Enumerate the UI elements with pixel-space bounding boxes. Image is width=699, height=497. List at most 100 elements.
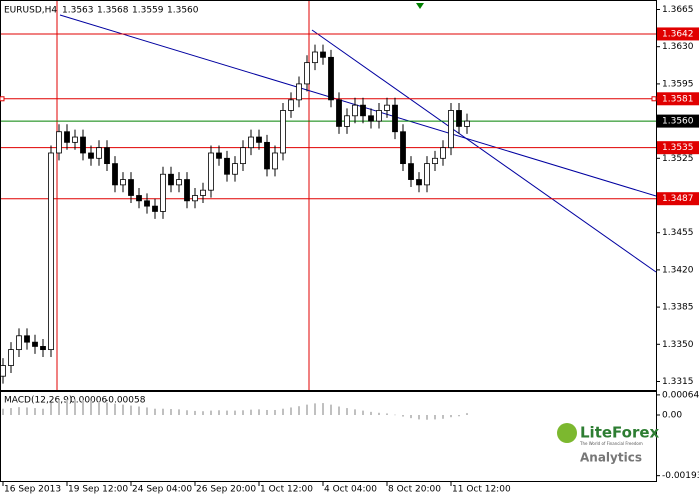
macd-panel — [0, 391, 657, 482]
level-label: 1.3581 — [662, 94, 694, 104]
macd-bar — [58, 399, 60, 415]
macd-bar — [450, 415, 452, 418]
macd-title: MACD(12,26,9) — [4, 396, 72, 406]
candle-body — [328, 56, 334, 101]
y-tick-label: 1.3420 — [662, 265, 694, 275]
candle-body — [248, 136, 254, 149]
candle-body — [240, 147, 246, 165]
candle-body — [40, 346, 46, 351]
macd-bar — [338, 406, 340, 415]
macd-bar — [410, 415, 412, 419]
macd-bar — [50, 402, 52, 415]
macd-bar — [426, 415, 428, 420]
candle-body — [120, 179, 126, 186]
macd-bar — [210, 410, 212, 415]
candle-body — [32, 341, 38, 347]
macd-bar — [186, 410, 188, 415]
candle-body — [456, 110, 462, 127]
macd-bar — [458, 415, 460, 417]
candle-body — [464, 120, 470, 127]
candle-body — [392, 104, 398, 133]
y-tick-label: 1.3665 — [662, 5, 694, 15]
y-tick-label: 1.3385 — [662, 303, 694, 313]
candle-body — [136, 195, 142, 202]
candle-body — [56, 131, 62, 154]
channel-line — [311, 29, 657, 273]
candle-body — [256, 136, 262, 143]
header-value: 1.3559 — [132, 6, 164, 16]
macd-bar — [258, 409, 260, 415]
macd-bar — [466, 413, 468, 415]
macd-bar — [154, 408, 156, 415]
macd-bar — [354, 409, 356, 415]
header-value: 1.3568 — [97, 6, 129, 16]
macd-bar — [18, 407, 20, 415]
macd-bar — [242, 410, 244, 415]
chart-title: EURUSD,H4 — [4, 6, 57, 16]
y-tick-label: 1.3595 — [662, 79, 694, 89]
candle-body — [48, 152, 54, 351]
candle-body — [368, 115, 374, 122]
level-label: 1.3535 — [662, 143, 694, 153]
x-tick-label: 4 Oct 04:00 — [324, 485, 377, 495]
candle-body — [160, 173, 166, 212]
macd-bar — [434, 415, 436, 420]
macd-bar — [74, 399, 76, 415]
macd-bar — [218, 410, 220, 415]
level-label: 1.3487 — [662, 194, 694, 204]
candle-body — [200, 189, 206, 196]
level-label-box — [657, 141, 699, 155]
macd-bar — [2, 408, 4, 415]
candle-body — [24, 335, 30, 343]
candle-body — [288, 99, 294, 111]
macd-bar — [194, 410, 196, 415]
candle-body — [400, 131, 406, 165]
level-label-box — [657, 192, 699, 206]
candle-body — [232, 163, 238, 175]
macd-bar — [34, 408, 36, 415]
macd-bar — [442, 415, 444, 419]
candle-body — [72, 136, 78, 143]
macd-bar — [418, 415, 420, 420]
x-tick-label: 26 Sep 20:00 — [196, 485, 256, 495]
macd-bar — [370, 411, 372, 415]
candle-body — [176, 179, 182, 186]
macd-bar — [82, 399, 84, 415]
macd-bar — [114, 403, 116, 415]
candle-body — [312, 51, 318, 64]
macd-bar — [346, 408, 348, 415]
macd-bar — [26, 407, 28, 415]
x-tick-label: 1 Oct 12:00 — [260, 485, 313, 495]
candle-body — [408, 163, 414, 180]
candle-body — [360, 104, 366, 117]
level-label-box — [657, 92, 699, 106]
candle-body — [440, 147, 446, 159]
macd-bar — [402, 415, 404, 417]
candle-body — [352, 104, 358, 117]
macd-bar — [90, 400, 92, 415]
macd-bar — [10, 408, 12, 415]
macd-tick-label: -0.00193 — [662, 471, 699, 481]
price-label: 1.3560 — [662, 117, 694, 127]
candle-body — [432, 157, 438, 165]
macd-bar — [250, 409, 252, 415]
candle-body — [192, 195, 198, 202]
macd-bar — [146, 407, 148, 415]
macd-bar — [386, 413, 388, 415]
candle-body — [272, 152, 278, 170]
candle-body — [424, 163, 430, 186]
candle-body — [184, 179, 190, 202]
macd-bar — [306, 404, 308, 415]
macd-bar — [266, 409, 268, 415]
macd-bar — [130, 405, 132, 415]
candle-body — [128, 179, 134, 196]
macd-header-value: 0.00006 — [70, 396, 107, 406]
candle-body — [216, 152, 222, 159]
candle-body — [8, 349, 14, 366]
price-label-box — [657, 114, 699, 128]
candle-body — [16, 335, 22, 351]
macd-bar — [178, 409, 180, 415]
macd-bar — [98, 401, 100, 415]
macd-bar — [394, 414, 396, 416]
